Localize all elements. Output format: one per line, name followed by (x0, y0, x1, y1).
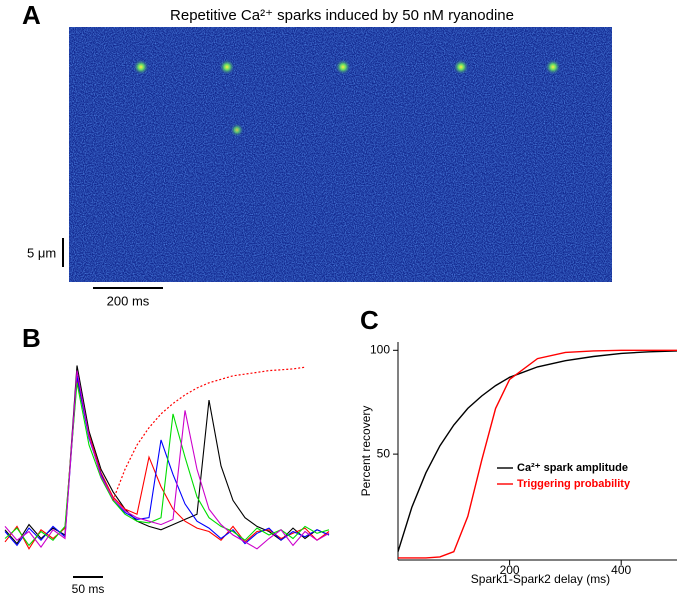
series-line (4, 370, 330, 550)
x-tick-label: 400 (611, 563, 631, 577)
linescan-title: Repetitive Ca²⁺ sparks induced by 50 nM … (170, 7, 514, 24)
panel-label: B (22, 323, 41, 353)
linescan-image (69, 27, 612, 282)
legend-label: Triggering probability (517, 478, 631, 490)
scale-label: 200 ms (107, 293, 150, 308)
series-line (112, 366, 306, 501)
legend-label: Ca²⁺ spark amplitude (517, 462, 628, 474)
y-tick-label: 100 (370, 342, 390, 356)
panel-label: A (22, 0, 41, 30)
scale-label: 5 μm (27, 245, 56, 260)
series-line (398, 349, 677, 559)
y-axis-label: Percent recovery (359, 406, 373, 497)
x-axis-label: Spark1-Spark2 delay (ms) (471, 572, 610, 586)
panel-label: C (360, 305, 379, 335)
series-line (4, 382, 330, 547)
series-line (4, 365, 330, 545)
x-tick-label: 200 (500, 563, 520, 577)
series-line (4, 375, 330, 547)
y-tick-label: 50 (377, 446, 391, 460)
scale-label: 50 ms (72, 582, 105, 596)
series-line (397, 350, 678, 552)
